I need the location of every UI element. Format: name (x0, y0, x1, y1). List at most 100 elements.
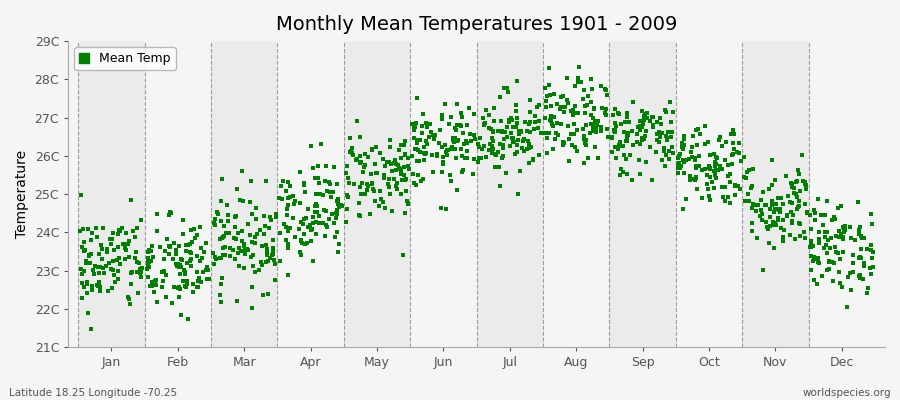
Point (343, 148, 357, 155)
Point (85, 286, 99, 293)
Point (409, 146, 423, 152)
Point (277, 220, 292, 227)
Point (598, 87, 613, 94)
Point (397, 172, 411, 178)
Point (618, 119, 633, 125)
Point (100, 248, 114, 255)
Point (178, 248, 193, 254)
Point (812, 260, 826, 266)
Point (245, 239, 259, 245)
Point (433, 205, 447, 211)
Point (606, 112, 620, 118)
Point (329, 211, 344, 217)
Point (807, 210, 822, 216)
Point (762, 186, 777, 193)
Point (780, 193, 795, 199)
Point (161, 250, 176, 257)
Point (212, 236, 227, 242)
Point (339, 206, 354, 212)
Point (303, 221, 318, 228)
Point (538, 84, 553, 91)
Point (865, 264, 879, 270)
Point (477, 122, 491, 128)
Point (140, 266, 154, 272)
Point (301, 206, 315, 212)
Point (708, 154, 723, 160)
Point (440, 152, 454, 159)
Point (534, 129, 548, 136)
Point (413, 148, 428, 155)
Point (491, 164, 506, 170)
Point (584, 121, 598, 128)
Point (717, 157, 732, 163)
Point (294, 240, 309, 246)
Point (584, 112, 598, 119)
Point (283, 194, 297, 200)
Point (214, 275, 229, 281)
Point (491, 128, 505, 134)
Point (724, 161, 739, 167)
Point (662, 156, 676, 163)
Point (576, 86, 590, 93)
Point (147, 288, 161, 295)
Point (93, 264, 107, 270)
Point (560, 97, 574, 103)
Point (663, 134, 678, 140)
Point (510, 190, 525, 197)
Point (709, 167, 724, 174)
Point (384, 208, 399, 214)
Point (496, 144, 510, 150)
Point (765, 198, 779, 204)
Point (112, 260, 127, 267)
Point (216, 223, 230, 230)
Point (400, 155, 415, 161)
Point (728, 192, 742, 198)
Point (812, 240, 826, 246)
Point (255, 243, 269, 249)
Point (571, 127, 585, 133)
Point (620, 135, 634, 142)
Point (405, 152, 419, 159)
Point (248, 240, 262, 246)
Point (639, 110, 653, 116)
Point (74, 192, 88, 198)
Point (625, 177, 639, 184)
Point (353, 184, 367, 190)
Point (586, 114, 600, 121)
Point (633, 123, 647, 130)
Point (178, 282, 193, 289)
Point (222, 253, 237, 259)
Point (778, 173, 793, 180)
Point (248, 234, 262, 240)
Point (274, 183, 288, 189)
Point (101, 288, 115, 295)
Point (754, 197, 769, 203)
Point (281, 228, 295, 234)
Point (568, 110, 582, 116)
Point (176, 267, 191, 273)
Point (732, 140, 746, 146)
Point (702, 162, 716, 169)
Point (507, 139, 521, 145)
Point (365, 186, 380, 192)
Point (435, 143, 449, 150)
Point (636, 117, 651, 123)
Point (765, 182, 779, 189)
Point (561, 122, 575, 129)
Point (707, 160, 722, 166)
Point (659, 152, 673, 158)
Point (444, 178, 458, 184)
Point (616, 152, 631, 158)
Point (406, 171, 420, 177)
Point (194, 255, 209, 261)
Point (540, 92, 554, 99)
Point (163, 243, 177, 249)
Point (324, 194, 338, 200)
Point (227, 234, 241, 241)
Point (132, 260, 147, 266)
Point (340, 162, 355, 169)
Point (557, 140, 572, 146)
Point (466, 132, 481, 138)
Point (745, 205, 760, 212)
Point (468, 136, 482, 142)
